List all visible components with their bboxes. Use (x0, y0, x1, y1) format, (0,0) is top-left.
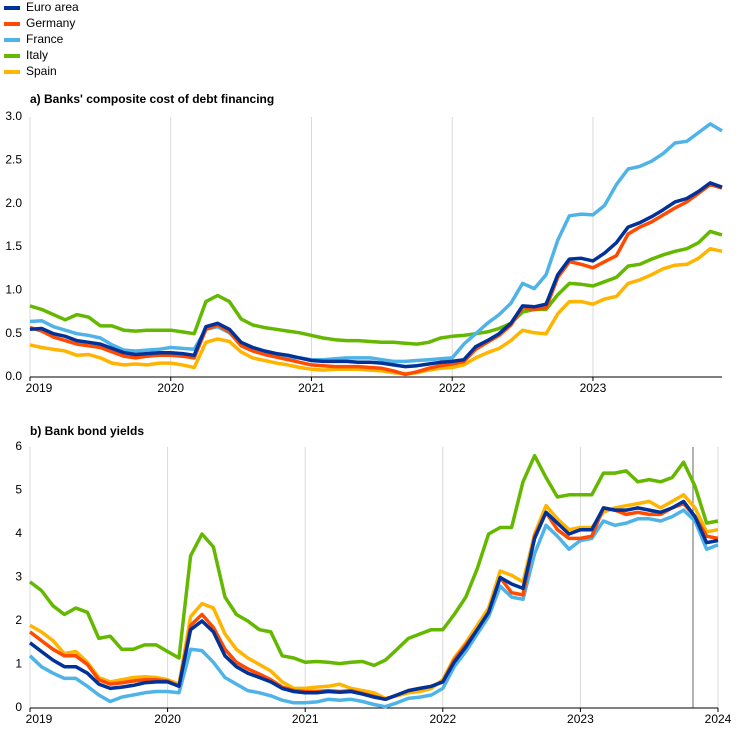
x-tick-label: 2019 (26, 381, 53, 395)
legend-label: Germany (26, 16, 75, 30)
legend-label: Italy (26, 48, 48, 62)
series-line (28, 499, 719, 702)
y-tick-label: 2.5 (5, 153, 22, 167)
x-tick-label: 2024 (705, 712, 732, 726)
y-tick-label: 1 (15, 657, 22, 671)
y-tick-label: 2.0 (5, 196, 22, 210)
series-line (29, 122, 723, 364)
panel-title: a) Banks' composite cost of debt financi… (30, 92, 274, 106)
y-tick-label: 4 (15, 526, 22, 540)
x-tick-label: 2023 (580, 381, 607, 395)
y-tick-label: 0.0 (5, 369, 22, 383)
legend-label: France (26, 32, 64, 46)
y-tick-label: 1.0 (5, 283, 22, 297)
x-tick-label: 2022 (439, 381, 466, 395)
y-tick-label: 0 (15, 700, 22, 714)
y-tick-label: 2 (15, 613, 22, 627)
y-tick-label: 0.5 (5, 326, 22, 340)
series-line (29, 182, 723, 377)
series-line (29, 229, 723, 346)
x-tick-label: 2021 (298, 381, 325, 395)
x-tick-label: 2022 (429, 712, 456, 726)
y-tick-label: 3.0 (5, 109, 22, 123)
y-tick-label: 5 (15, 483, 22, 497)
series-line (29, 246, 723, 376)
x-tick-label: 2023 (567, 712, 594, 726)
x-tick-label: 2019 (26, 712, 53, 726)
panel-title: b) Bank bond yields (30, 424, 144, 438)
series-line (28, 453, 719, 668)
x-tick-label: 2020 (157, 381, 184, 395)
y-tick-label: 6 (15, 439, 22, 453)
series-line (29, 181, 723, 369)
series-line (28, 501, 719, 702)
legend-label: Spain (26, 64, 57, 78)
y-tick-label: 1.5 (5, 239, 22, 253)
x-tick-label: 2020 (154, 712, 181, 726)
series-line (28, 508, 719, 709)
y-tick-label: 3 (15, 570, 22, 584)
x-tick-label: 2021 (292, 712, 319, 726)
legend-label: Euro area (26, 0, 79, 14)
